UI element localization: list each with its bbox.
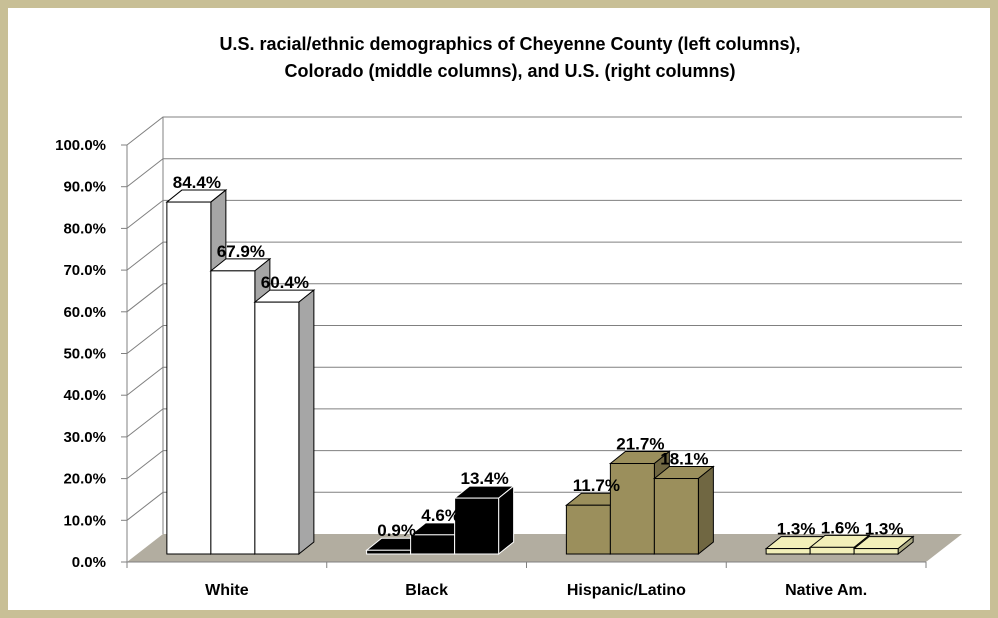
- data-label: 18.1%: [660, 450, 708, 469]
- y-tick-label: 70.0%: [63, 262, 106, 279]
- y-tick-label: 0.0%: [72, 554, 106, 571]
- y-tick-label: 90.0%: [63, 179, 106, 196]
- bar: [254, 301, 300, 555]
- chart-floor: [127, 534, 962, 562]
- bar: [565, 504, 611, 555]
- data-label: 1.3%: [865, 520, 904, 539]
- bar: [366, 549, 412, 555]
- data-label: 4.6%: [421, 506, 460, 525]
- y-tick-label: 40.0%: [63, 387, 106, 404]
- bar: [765, 548, 811, 555]
- x-category-label: Black: [405, 582, 448, 599]
- data-label: 13.4%: [461, 469, 509, 488]
- data-label: 84.4%: [173, 173, 221, 192]
- bar-side: [298, 289, 315, 556]
- y-tick-label: 80.0%: [63, 220, 106, 237]
- data-label: 60.4%: [261, 273, 309, 292]
- chart-title-line: Colorado (middle columns), and U.S. (rig…: [284, 61, 735, 81]
- chart-title-line: U.S. racial/ethnic demographics of Cheye…: [219, 34, 800, 54]
- data-label: 11.7%: [573, 476, 620, 495]
- y-tick-label: 20.0%: [63, 471, 106, 488]
- y-tick-label: 50.0%: [63, 346, 106, 363]
- bar: [809, 546, 855, 555]
- bar: [166, 201, 212, 555]
- y-tick-label: 100.0%: [55, 137, 106, 154]
- data-label: 21.7%: [616, 435, 664, 454]
- y-tick-label: 60.0%: [63, 304, 106, 321]
- bar: [653, 478, 699, 555]
- bar-side: [498, 485, 515, 556]
- bar: [853, 548, 899, 555]
- bar-side: [697, 465, 714, 556]
- y-tick-label: 30.0%: [63, 429, 106, 446]
- data-label: 67.9%: [217, 242, 265, 261]
- data-label: 1.3%: [777, 520, 816, 539]
- x-category-label: White: [205, 582, 249, 599]
- data-label: 0.9%: [377, 521, 416, 540]
- bar: [454, 497, 500, 555]
- bar: [410, 534, 456, 555]
- x-category-label: Hispanic/Latino: [567, 582, 686, 599]
- y-tick-label: 10.0%: [63, 512, 106, 529]
- data-label: 1.6%: [821, 518, 860, 537]
- bar: [210, 270, 256, 555]
- x-category-label: Native Am.: [785, 582, 867, 599]
